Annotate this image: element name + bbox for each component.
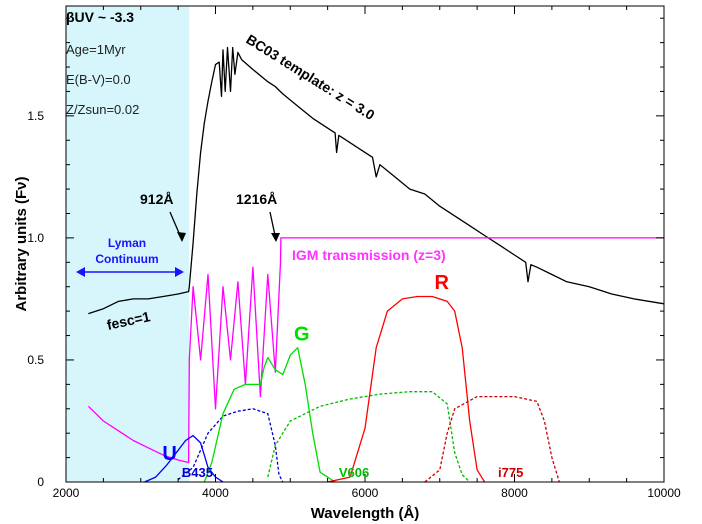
param-beta: βUV ~ -3.3 bbox=[66, 9, 134, 25]
filter-label-v606: V606 bbox=[339, 465, 369, 480]
filter-label-g: G bbox=[294, 323, 310, 345]
series-igm-transmission-z-3 bbox=[87, 237, 664, 464]
igm-label: IGM transmission (z=3) bbox=[292, 247, 446, 263]
lyman-arrowhead-left bbox=[76, 267, 85, 277]
y-axis-label: Arbitrary units (Fν) bbox=[13, 176, 30, 311]
lyman-arrowhead-right bbox=[175, 267, 184, 277]
param-ebv: E(B-V)=0.0 bbox=[66, 72, 131, 87]
series-bc03-template-z-3-0 bbox=[88, 46, 665, 315]
filter-label-b435: B435 bbox=[182, 465, 213, 480]
x-tick-label: 6000 bbox=[352, 486, 379, 500]
ly912-label: 912Å bbox=[140, 191, 173, 207]
series-u bbox=[144, 434, 224, 483]
param-age: Age=1Myr bbox=[66, 42, 126, 57]
filter-label-u: U bbox=[162, 443, 176, 465]
y-tick-label: 1.5 bbox=[27, 109, 44, 123]
series-b435 bbox=[177, 408, 284, 483]
ticks-layer: 2000 4000 6000 8000 10000 0 0.5 1.0 1.5 bbox=[27, 6, 681, 500]
ly912-arrowhead bbox=[177, 232, 186, 242]
x-tick-label: 2000 bbox=[53, 486, 80, 500]
series-layer bbox=[87, 46, 665, 483]
filter-label-r: R bbox=[435, 272, 450, 294]
y-tick-label: 0 bbox=[37, 475, 44, 489]
x-tick-label: 4000 bbox=[202, 486, 229, 500]
x-axis-label: Wavelength (Å) bbox=[311, 505, 420, 522]
param-z: Z/Zsun=0.02 bbox=[66, 102, 139, 117]
filter-label-i775: i775 bbox=[498, 465, 523, 480]
series-g bbox=[203, 347, 336, 483]
x-tick-label: 10000 bbox=[647, 486, 681, 500]
lyman-label-line2: Continuum bbox=[95, 252, 158, 266]
x-tick-label: 8000 bbox=[501, 486, 528, 500]
series-v606 bbox=[267, 391, 471, 483]
series-r bbox=[327, 295, 486, 483]
lyman-label-line1: Lyman bbox=[108, 236, 146, 250]
lyman-continuum-region bbox=[66, 6, 190, 482]
y-tick-label: 0.5 bbox=[27, 353, 44, 367]
ly1216-label: 1216Å bbox=[236, 191, 277, 207]
ly1216-arrowhead bbox=[271, 233, 280, 242]
series-i775 bbox=[424, 395, 560, 483]
y-tick-label: 1.0 bbox=[27, 231, 44, 245]
